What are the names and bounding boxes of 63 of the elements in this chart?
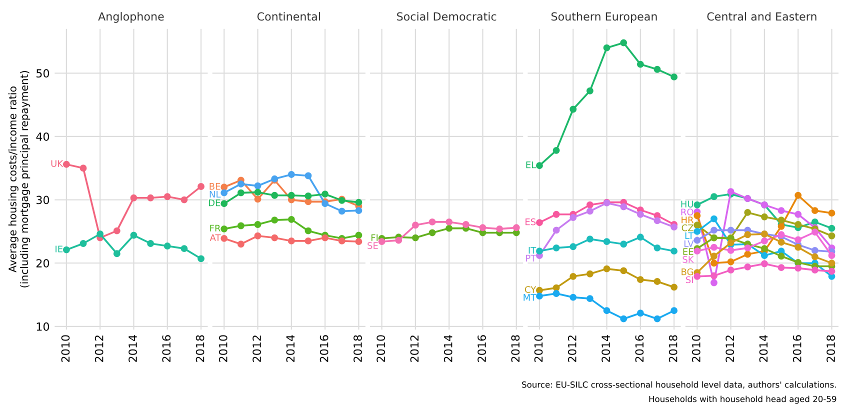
x-tick-label: 2016 bbox=[635, 335, 644, 362]
x-tick-label: 2010 bbox=[61, 335, 70, 362]
series-label: HR bbox=[682, 216, 694, 224]
source-note: Source: EU-SILC cross-sectional household level data, authors' calculations. bbox=[522, 381, 836, 389]
series-label: SE bbox=[368, 242, 378, 249]
y-tick-label: 50 bbox=[36, 69, 50, 78]
x-tick-label: 2014 bbox=[602, 335, 610, 362]
series-label: SK bbox=[682, 256, 694, 263]
x-tick-label: 2012 bbox=[410, 336, 419, 362]
y-tick-label: 20 bbox=[36, 259, 50, 268]
x-tick-label: 2018 bbox=[511, 335, 520, 362]
x-tick-label: 2016 bbox=[792, 335, 802, 362]
y-tick-label: 10 bbox=[36, 322, 50, 331]
x-tick-label: 2016 bbox=[162, 335, 171, 362]
y-tick-label: 40 bbox=[36, 132, 50, 141]
series-label: HU bbox=[681, 200, 694, 208]
text: Households with household head aged 20-59 bbox=[649, 396, 836, 404]
x-tick-label: 2014 bbox=[759, 335, 768, 362]
series-label: RO bbox=[681, 208, 694, 216]
series-label: DE bbox=[208, 200, 220, 206]
series-label: SI bbox=[686, 276, 693, 284]
series-label: MT bbox=[524, 294, 536, 301]
x-tick-label: 2012 bbox=[252, 336, 261, 362]
x-tick-label: 2016 bbox=[478, 335, 486, 362]
series-label: LV bbox=[684, 240, 694, 247]
x-tick-label: 2010 bbox=[218, 335, 228, 362]
series-label: CY bbox=[524, 286, 536, 293]
x-tick-label: 2014 bbox=[128, 335, 137, 362]
x-tick-label: 2012 bbox=[726, 336, 734, 362]
series-label: FR bbox=[210, 224, 220, 232]
x-tick-label: 2018 bbox=[826, 335, 835, 362]
x-tick-label: 2010 bbox=[692, 335, 700, 362]
series-label: LT bbox=[685, 232, 694, 240]
series-label: FI bbox=[371, 234, 378, 241]
series-label: EL bbox=[526, 162, 536, 168]
chart-title: Southern European bbox=[551, 12, 657, 23]
series-label: IT bbox=[528, 246, 536, 254]
x-tick-label: 2018 bbox=[668, 335, 678, 362]
x-tick-label: 2012 bbox=[94, 336, 104, 362]
chart-title: Social Democratic bbox=[397, 12, 496, 21]
x-tick-label: 2010 bbox=[376, 335, 386, 362]
series-label: IE bbox=[56, 246, 62, 252]
x-tick-label: 2018 bbox=[354, 335, 362, 362]
series-label: PT bbox=[526, 254, 536, 262]
chart-title: Anglophone bbox=[98, 12, 164, 23]
x-tick-label: 2012 bbox=[568, 336, 576, 362]
x-tick-label: 2016 bbox=[320, 335, 328, 362]
series-label: CZ bbox=[682, 224, 694, 232]
chart-title: Central and Eastern bbox=[707, 12, 816, 21]
series-label: ES bbox=[526, 218, 536, 226]
x-tick-label: 2018 bbox=[196, 335, 204, 362]
series-label: NL bbox=[210, 190, 221, 198]
series-label: BE bbox=[210, 183, 220, 190]
y-axis-title: Average housing costs/income ratio (including mortgage principal repayment) bbox=[8, 71, 30, 288]
x-tick-label: 2014 bbox=[286, 335, 295, 362]
x-tick-label: 2014 bbox=[444, 335, 452, 362]
y-tick-label: 30 bbox=[36, 196, 50, 204]
series-label: AT bbox=[210, 234, 221, 241]
series-label: EE bbox=[683, 248, 694, 255]
series-label: BG bbox=[682, 268, 694, 276]
chart-title: Continental bbox=[257, 12, 320, 21]
x-tick-label: 2010 bbox=[534, 335, 543, 362]
series-label: UK bbox=[51, 160, 64, 167]
